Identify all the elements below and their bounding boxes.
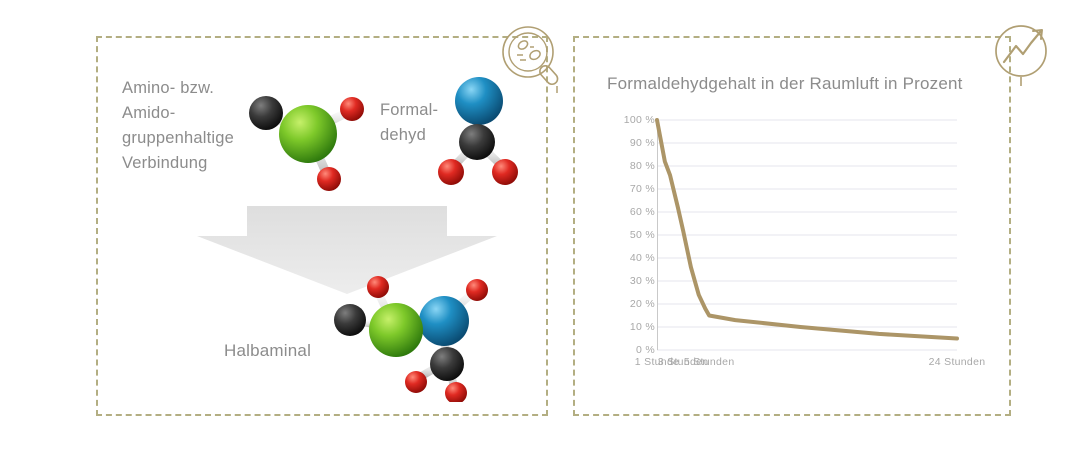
y-tick-label: 50 % — [629, 229, 655, 241]
y-tick-label: 80 % — [629, 160, 655, 172]
amine-molecule — [236, 82, 376, 197]
down-arrow — [192, 206, 502, 296]
y-tick-label: 90 % — [629, 137, 655, 149]
hemiaminal-molecule — [322, 272, 512, 404]
chart: 100 % 90 % 80 % 70 % 60 % 50 % 40 % 30 % 20 % 10 … — [600, 114, 1000, 390]
reactant-label: Amino- bzw. Amido- gruppenhaltige Verbin… — [122, 79, 234, 172]
y-tick-label: 20 % — [629, 298, 655, 310]
y-tick-label: 70 % — [629, 183, 655, 195]
trend-chart-icon — [988, 18, 1062, 92]
x-axis-labels: 1 Stunde 3 Stunden 5 Stunden 24 Stunden — [635, 356, 985, 376]
magnifier-molecules-icon — [498, 22, 570, 94]
x-tick-label: 1 Stunde — [634, 356, 680, 368]
chart-title: Formaldehydgehalt in der Raumluft in Pro… — [607, 74, 963, 93]
gridlines — [657, 120, 957, 350]
formaldehyde-molecule — [432, 68, 527, 193]
reaction-panel — [96, 36, 548, 416]
formaldehyde-label: Formal- dehyd — [380, 101, 439, 144]
y-tick-label: 30 % — [629, 275, 655, 287]
x-tick-label: 3 Stunden — [657, 356, 709, 368]
y-axis-labels: 100 % 90 % 80 % 70 % 60 % 50 % 40 % 30 % 20 % 10 … — [600, 114, 655, 356]
chart-panel — [573, 36, 1011, 416]
y-tick-label: 0 % — [636, 344, 655, 356]
y-tick-label: 100 % — [623, 114, 655, 126]
data-line — [657, 120, 957, 339]
chart-plot — [657, 120, 957, 350]
x-tick-label: 5 Stunden — [683, 356, 735, 368]
x-tick-label: 24 Stunden — [928, 356, 986, 368]
y-tick-label: 60 % — [629, 206, 655, 218]
y-tick-label: 40 % — [629, 252, 655, 264]
product-label: Halbaminal — [224, 341, 312, 360]
y-tick-label: 10 % — [629, 321, 655, 333]
